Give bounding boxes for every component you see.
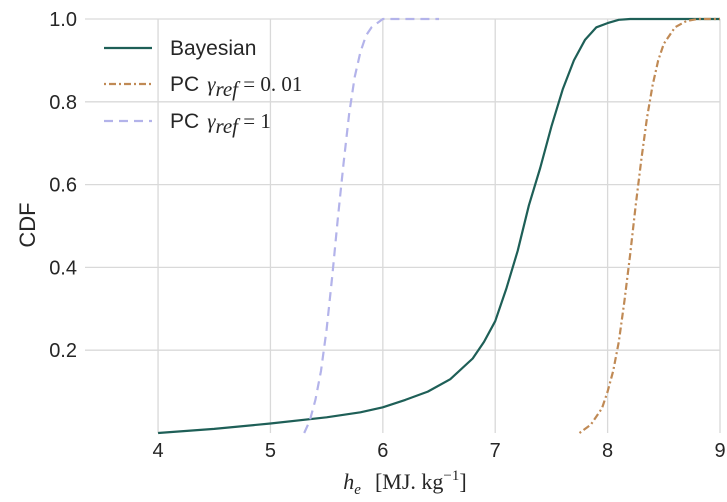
x-axis-label: he [MJ. kg−1] bbox=[343, 468, 466, 498]
series-line-2 bbox=[303, 17, 439, 434]
x-axis-label-var: h bbox=[343, 469, 354, 494]
y-tick-label: 0.2 bbox=[49, 340, 77, 362]
x-axis-label-close: ] bbox=[459, 469, 466, 494]
y-axis-label: CDF bbox=[15, 202, 40, 247]
x-tick-label: 6 bbox=[377, 440, 388, 462]
x-tick-label: 8 bbox=[602, 440, 613, 462]
legend-item-bayesian: Bayesian bbox=[104, 37, 256, 60]
series-line-1 bbox=[578, 17, 720, 434]
x-tick-label: 5 bbox=[265, 440, 276, 462]
x-axis-ticks: 4 5 6 7 8 9 bbox=[152, 440, 725, 462]
x-tick-label: 9 bbox=[714, 440, 725, 462]
legend-label-pc-1: PC γref = 1 bbox=[170, 109, 271, 138]
x-axis-label-exp: −1 bbox=[443, 468, 459, 484]
series-lines bbox=[158, 17, 720, 435]
x-axis-label-sub: e bbox=[354, 482, 361, 498]
legend: Bayesian PC γref = 0. 01 PC γref = 1 bbox=[104, 37, 302, 138]
y-tick-label: 0.4 bbox=[49, 257, 77, 279]
y-tick-label: 1.0 bbox=[49, 9, 77, 31]
x-tick-label: 7 bbox=[490, 440, 501, 462]
legend-item-pc-001: PC γref = 0. 01 bbox=[104, 72, 302, 101]
grid bbox=[85, 18, 721, 433]
y-tick-label: 0.8 bbox=[49, 92, 77, 114]
legend-label-bayesian: Bayesian bbox=[170, 37, 256, 60]
y-tick-label: 0.6 bbox=[49, 175, 77, 197]
x-axis-label-unit: [MJ. kg bbox=[375, 469, 443, 494]
legend-item-pc-1: PC γref = 1 bbox=[104, 109, 271, 138]
legend-label-pc-001: PC γref = 0. 01 bbox=[170, 72, 302, 101]
x-tick-label: 4 bbox=[152, 440, 163, 462]
y-axis-ticks: 0.2 0.4 0.6 0.8 1.0 bbox=[49, 9, 77, 362]
series-line-0 bbox=[158, 17, 720, 435]
